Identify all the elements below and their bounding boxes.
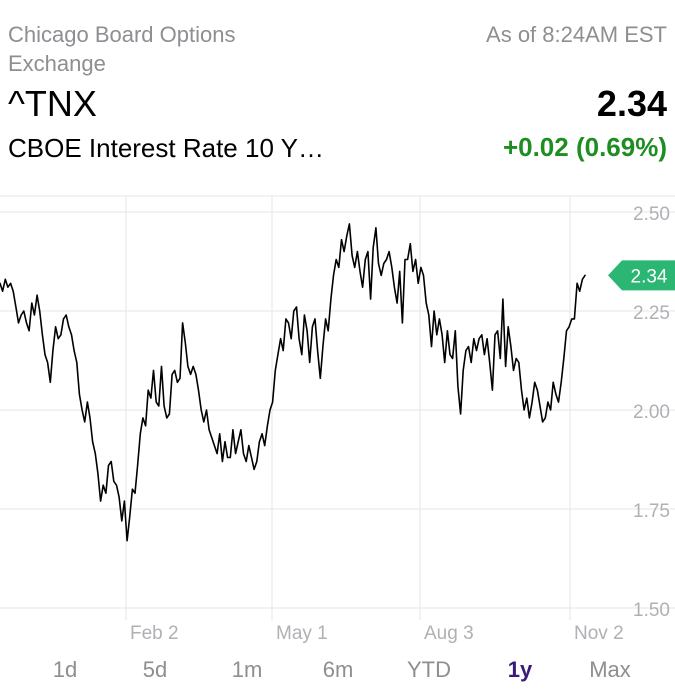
as-of-timestamp: As of 8:24AM EST (486, 22, 667, 47)
chart-canvas: 2.50 2.25 2.00 1.75 1.50 Feb 2 May 1 Aug 3 Nov 2… (0, 195, 675, 644)
x-tick-label: May 1 (276, 623, 328, 644)
x-tick-label: Aug 3 (424, 623, 474, 644)
range-button-max[interactable]: Max (589, 657, 631, 682)
y-tick-label: 2.00 (633, 402, 670, 423)
price-change: +0.02 (0.69%) (502, 132, 667, 162)
current-value-badge (608, 260, 675, 291)
range-button-1y[interactable]: 1y (507, 657, 533, 682)
current-value-label: 2.34 (631, 266, 668, 287)
current-price: 2.34 (596, 83, 667, 124)
range-button-1d[interactable]: 1d (52, 657, 78, 682)
y-tick-label: 2.50 (633, 204, 670, 225)
range-button-5d[interactable]: 5d (142, 657, 168, 682)
exchange-name: Chicago Board Options Exchange (8, 22, 236, 76)
range-button-6m[interactable]: 6m (322, 657, 354, 682)
x-tick-label: Feb 2 (130, 623, 179, 644)
range-button-ytd[interactable]: YTD (407, 657, 451, 682)
range-selector: 1d 5d 1m 6m YTD 1y Max (0, 650, 675, 690)
quote-header: Chicago Board Options Exchange As of 8:2… (0, 0, 675, 190)
instrument-name: CBOE Interest Rate 10 Y… (8, 133, 324, 163)
y-tick-label: 1.50 (633, 600, 670, 621)
x-tick-label: Nov 2 (574, 623, 624, 644)
price-line-series (0, 223, 586, 542)
range-button-1m[interactable]: 1m (231, 657, 263, 682)
y-tick-label: 1.75 (633, 501, 670, 522)
price-chart[interactable]: 2.50 2.25 2.00 1.75 1.50 Feb 2 May 1 Aug 3 Nov 2… (0, 190, 675, 650)
y-tick-label: 2.25 (633, 303, 670, 324)
ticker-symbol: ^TNX (8, 83, 97, 124)
